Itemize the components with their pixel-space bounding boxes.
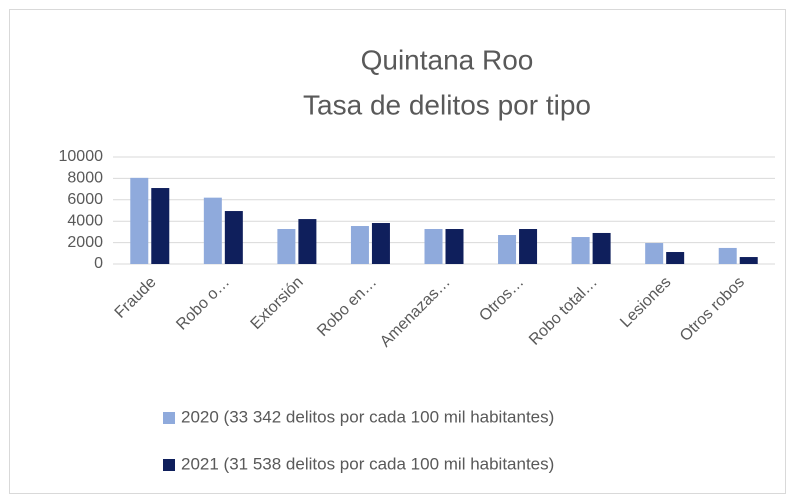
bar — [151, 188, 170, 264]
chart-title: Quintana Roo — [361, 44, 534, 75]
legend-label: 2020 (33 342 delitos por cada 100 mil ha… — [181, 407, 554, 426]
legend-label: 2021 (31 538 delitos por cada 100 mil ha… — [181, 454, 554, 473]
bar — [203, 197, 222, 264]
y-tick-label: 4000 — [67, 212, 103, 229]
bar — [498, 235, 517, 264]
y-tick-label: 0 — [94, 255, 103, 272]
bar — [371, 223, 390, 264]
bar — [718, 247, 737, 264]
bar — [350, 226, 369, 264]
bar — [592, 232, 611, 264]
bar — [571, 237, 590, 264]
bar — [519, 229, 538, 264]
bar — [224, 211, 243, 264]
y-tick-label: 10000 — [59, 148, 104, 165]
y-tick-label: 2000 — [67, 234, 103, 251]
chart-subtitle: Tasa de delitos por tipo — [303, 89, 591, 120]
bar — [424, 229, 443, 264]
bar — [277, 229, 296, 264]
legend-swatch — [163, 459, 175, 471]
bar — [445, 229, 464, 264]
bar — [645, 243, 664, 264]
bar — [739, 257, 758, 264]
y-tick-label: 6000 — [67, 191, 103, 208]
legend-swatch — [163, 412, 175, 424]
bar — [130, 177, 149, 264]
bar — [298, 219, 317, 264]
y-tick-label: 8000 — [67, 170, 103, 187]
bar — [666, 252, 685, 264]
